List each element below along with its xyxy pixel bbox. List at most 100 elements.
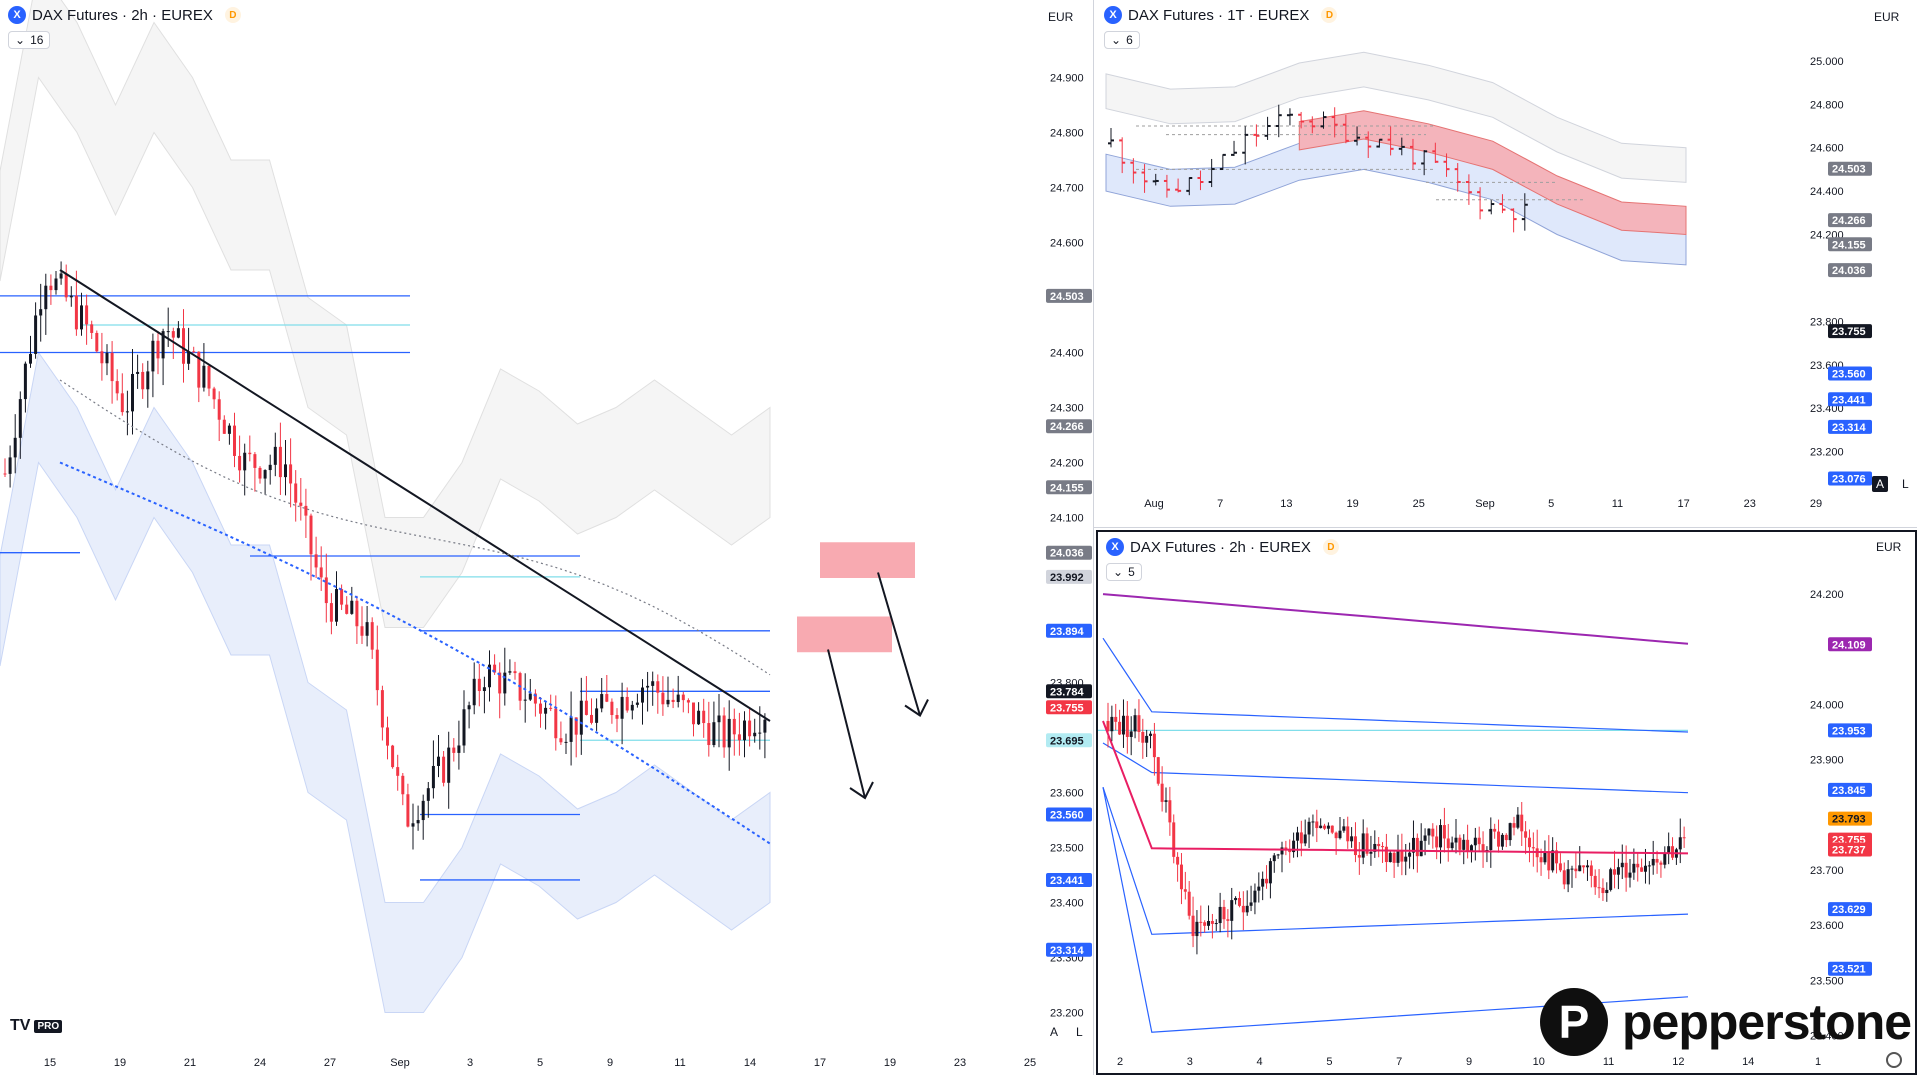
candle-body <box>533 693 537 704</box>
y-axis-tick-label: 24.200 <box>1810 589 1844 601</box>
candle-body <box>340 589 344 605</box>
bottom-right-chart-title[interactable]: DAX Futures · 2h · EUREX <box>1130 538 1311 556</box>
auto-scale-button[interactable]: A <box>1050 1025 1059 1039</box>
candle-body <box>1411 837 1415 853</box>
candle-body <box>523 699 527 701</box>
x-axis-tick-label: 14 <box>1742 1056 1754 1068</box>
candle-body <box>1133 715 1137 732</box>
candle-body <box>1276 854 1280 856</box>
log-scale-button[interactable]: L <box>1902 477 1909 491</box>
candle-body <box>1466 839 1470 852</box>
symbol-icon[interactable]: X <box>1106 538 1124 556</box>
top-right-chart-canvas[interactable]: Aug 7 13 19 25 Sep 5 11 17 23 29 25.000 24.800 24.600… <box>1096 0 1917 525</box>
candle-body <box>1369 851 1373 854</box>
top-right-chart-panel[interactable]: Aug 7 13 19 25 Sep 5 11 17 23 29 25.000 24.800 24.600… <box>1096 0 1917 525</box>
candle-body <box>1164 800 1168 802</box>
candle-body <box>1280 847 1284 855</box>
chevron-down-icon: ⌄ <box>1113 565 1124 579</box>
gear-icon[interactable] <box>1886 1052 1902 1068</box>
price-tag: 23.441 <box>1050 875 1084 887</box>
candle-body <box>559 738 563 743</box>
left-price-axis[interactable]: 24.90024.80024.70024.60024.50024.40024.3… <box>1044 0 1096 1075</box>
price-tag-bg <box>1828 471 1872 486</box>
x-axis-tick-label: 3 <box>1187 1056 1193 1068</box>
left-indicator-toggle[interactable]: ⌄ 16 <box>8 31 51 49</box>
candle-body <box>1527 837 1531 848</box>
log-scale-button[interactable]: L <box>1076 1025 1083 1039</box>
candle-body <box>1141 732 1145 743</box>
bearish-arrow-1 <box>877 572 921 716</box>
left-chart-panel[interactable]: 15 19 21 24 27 Sep 3 5 9 11 14 17 19 23 25 X DAX Futur… <box>0 0 1046 1075</box>
supply-zone-lower <box>797 616 892 653</box>
candle-body <box>763 719 767 733</box>
symbol-icon[interactable]: X <box>1104 6 1122 24</box>
candle-body <box>335 589 338 622</box>
candle-body <box>1207 920 1211 926</box>
candle-body <box>391 745 395 768</box>
y-axis-tick-label: 24.300 <box>1050 403 1084 415</box>
candle-body <box>1261 878 1265 887</box>
delayed-badge[interactable]: D <box>1321 7 1338 23</box>
delayed-badge[interactable]: D <box>224 7 241 23</box>
candle-body <box>141 371 145 390</box>
candle-body <box>1640 867 1644 872</box>
tradingview-logo[interactable]: TV PRO <box>10 1017 63 1035</box>
candle-body <box>166 331 170 333</box>
price-tag: 23.441 <box>1832 394 1866 406</box>
top-right-indicator-toggle[interactable]: ⌄ 6 <box>1104 31 1140 49</box>
candle-body <box>1531 847 1535 849</box>
left-chart-title[interactable]: DAX Futures · 2h · EUREX <box>32 6 213 24</box>
candle-body <box>1647 865 1651 867</box>
candle-body <box>488 664 491 688</box>
price-tag-bg <box>1828 237 1872 252</box>
price-tag-bg <box>1046 700 1092 715</box>
chevron-down-icon: ⌄ <box>1111 33 1122 47</box>
candle-body <box>686 700 690 703</box>
bottom-right-chart-panel[interactable]: 2 3 4 5 7 9 10 11 12 14 1 24.200 24.000 23.900 23.700 2… <box>1096 530 1917 1075</box>
top-right-chart-title[interactable]: DAX Futures · 1T · EUREX <box>1128 6 1310 24</box>
symbol-icon[interactable]: X <box>8 6 26 24</box>
candle-body <box>1516 814 1520 828</box>
candle-body <box>100 351 104 364</box>
candle-body <box>1415 837 1419 857</box>
bottom-right-currency-selector[interactable]: EUR <box>1872 538 1906 556</box>
candle-body <box>1597 887 1601 889</box>
price-tag-bg <box>1046 942 1092 957</box>
supply-zone-upper <box>820 542 915 578</box>
candle-body <box>416 820 420 824</box>
left-currency-selector[interactable]: EUR <box>1044 8 1078 26</box>
candle-body <box>238 455 242 471</box>
candle-body <box>309 515 313 555</box>
bottom-right-indicator-toggle[interactable]: ⌄ 5 <box>1106 563 1142 581</box>
x-axis-tick-label: 25 <box>1413 498 1425 510</box>
candle-body <box>1500 834 1504 847</box>
candle-body <box>1137 715 1141 733</box>
auto-scale-button[interactable]: A <box>1872 476 1889 492</box>
price-tag: 23.953 <box>1832 725 1866 737</box>
candle-body <box>1643 865 1647 872</box>
y-axis-tick-label: 24.400 <box>1050 348 1084 360</box>
candle-body <box>273 446 277 465</box>
top-right-chart-header: X DAX Futures · 1T · EUREX D <box>1104 6 1338 24</box>
candle-body <box>554 708 558 739</box>
candle-body <box>263 470 267 479</box>
candle-body <box>1121 715 1125 735</box>
candle-body <box>508 671 512 673</box>
y-axis-tick-label: 23.400 <box>1050 898 1084 910</box>
left-chart-canvas[interactable]: 15 19 21 24 27 Sep 3 5 9 11 14 17 19 23 25 <box>0 0 1046 1075</box>
price-tag-bg <box>1828 961 1872 976</box>
candle-body <box>44 285 48 310</box>
panel-divider-vertical[interactable] <box>1093 0 1094 1075</box>
top-right-currency-selector[interactable]: EUR <box>1870 8 1904 26</box>
candle-body <box>1477 837 1481 845</box>
price-tag-bg <box>1046 872 1092 887</box>
y-axis-tick-label: 23.200 <box>1810 447 1844 459</box>
delayed-badge[interactable]: D <box>1322 539 1339 555</box>
candle-body <box>569 717 573 742</box>
price-tag-bg <box>1046 623 1092 638</box>
candle-body <box>600 694 604 709</box>
resistance-cloud <box>1298 110 1687 236</box>
x-axis-tick-label: 27 <box>324 1057 336 1069</box>
panel-divider-horizontal[interactable] <box>1094 527 1917 528</box>
candle-body <box>1226 919 1230 921</box>
